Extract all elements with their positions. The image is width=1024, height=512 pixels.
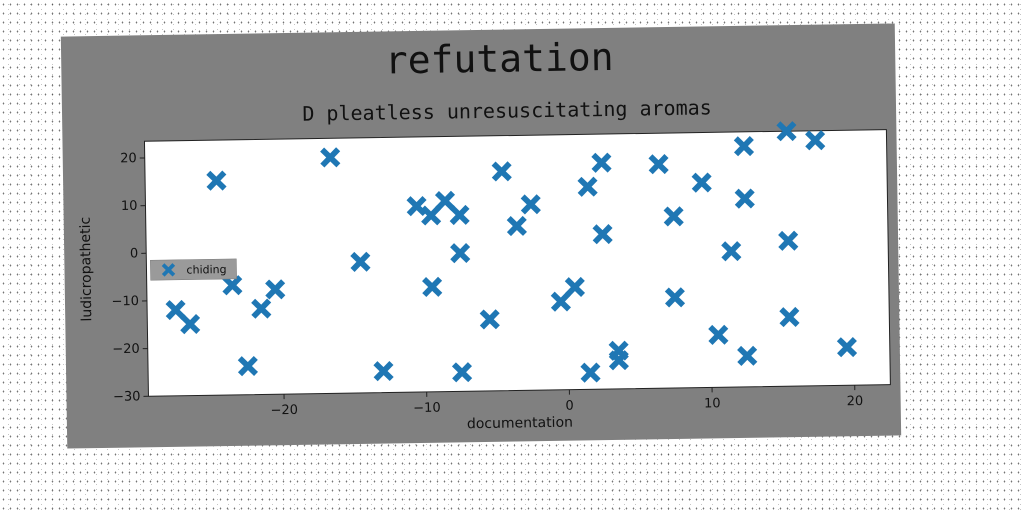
plot-area — [143, 129, 891, 397]
chart-figure: refutation D pleatless unresuscitating a… — [60, 23, 902, 449]
data-point — [608, 350, 629, 371]
y-tick-label: −20 — [112, 342, 140, 357]
data-point — [520, 194, 541, 215]
y-tick-label: 10 — [121, 199, 138, 214]
data-point — [449, 204, 470, 226]
chart-title: refutation — [384, 35, 613, 83]
x-axis-ticks: −20 −10 0 10 20 — [270, 385, 863, 418]
y-tick-label: −30 — [113, 389, 141, 404]
legend: chiding — [150, 258, 237, 281]
x-tick-label: −20 — [270, 403, 298, 418]
data-points — [165, 121, 858, 383]
data-point — [664, 287, 686, 308]
chart-subtitle: D pleatless unresuscitating aromas — [302, 95, 712, 125]
data-point — [506, 215, 527, 237]
data-point — [591, 152, 612, 173]
x-tick-label: 20 — [847, 394, 864, 409]
data-point — [406, 195, 427, 217]
data-point — [451, 362, 473, 383]
data-point — [320, 147, 341, 168]
data-point — [180, 313, 201, 335]
data-point — [580, 362, 601, 383]
y-tick-label: 20 — [120, 151, 137, 166]
x-tick-label: −10 — [413, 401, 441, 416]
y-tick-label: −10 — [111, 294, 139, 309]
x-tick-label: 0 — [565, 399, 574, 414]
y-axis-label: ludicropathetic — [78, 217, 96, 322]
data-point — [691, 172, 712, 193]
data-point — [450, 242, 471, 264]
data-point — [165, 299, 186, 321]
y-axis-ticks: −30 −20 −10 0 10 20 — [111, 151, 149, 405]
scatter-chart: refutation D pleatless unresuscitating a… — [78, 35, 891, 433]
x-tick-label: 10 — [704, 396, 721, 411]
data-point — [420, 205, 442, 226]
data-point — [648, 154, 669, 175]
data-point — [251, 298, 272, 319]
data-point — [422, 276, 443, 298]
data-point — [836, 337, 858, 358]
data-point — [779, 306, 800, 328]
data-point — [350, 251, 371, 272]
data-point — [564, 276, 586, 298]
data-point — [776, 121, 797, 142]
data-point — [721, 241, 742, 262]
data-point — [577, 176, 598, 197]
data-point — [592, 224, 613, 245]
legend-marker — [161, 263, 176, 277]
data-point — [479, 309, 500, 330]
data-point — [206, 170, 227, 191]
legend-label: chiding — [186, 263, 226, 277]
data-point — [237, 355, 259, 377]
data-point — [663, 206, 684, 227]
data-point — [222, 275, 243, 296]
data-point — [434, 190, 456, 212]
data-point — [778, 230, 799, 251]
data-point — [491, 161, 512, 182]
data-point — [708, 324, 729, 345]
data-point — [265, 279, 286, 300]
y-tick-label: 0 — [130, 246, 139, 261]
data-point — [805, 130, 826, 151]
data-point — [733, 136, 755, 157]
x-axis-label: documentation — [467, 415, 573, 433]
legend-marker-symbol — [161, 263, 176, 277]
data-point — [734, 188, 755, 209]
data-point — [737, 345, 758, 366]
data-point — [373, 360, 394, 382]
data-point — [550, 291, 571, 312]
